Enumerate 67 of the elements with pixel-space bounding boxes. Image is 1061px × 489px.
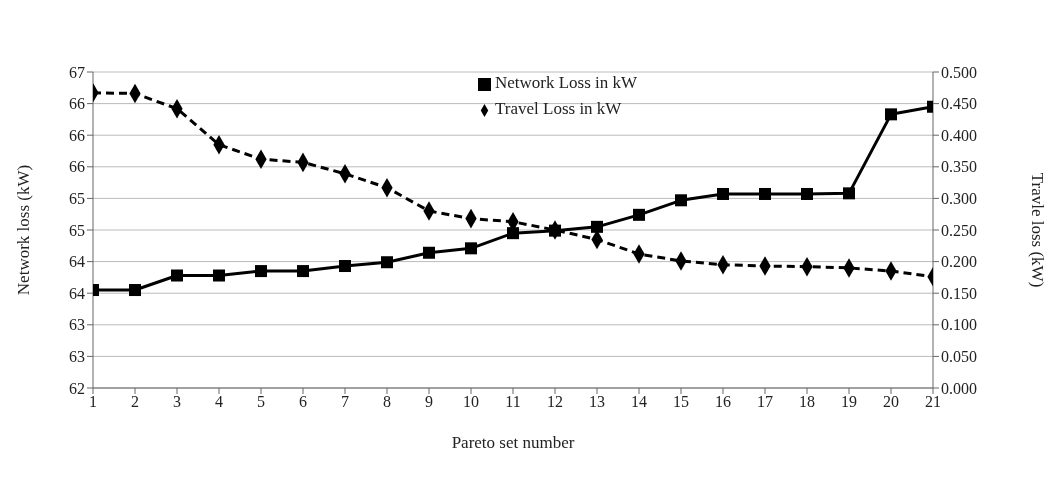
x-tick-label: 20 <box>883 393 899 411</box>
x-tick-label: 15 <box>673 393 689 411</box>
y-tick-label: 67 <box>69 63 85 81</box>
point <box>885 108 897 121</box>
x-tick-label: 9 <box>425 393 433 411</box>
point <box>171 269 183 282</box>
x-tick-label: 21 <box>925 393 941 411</box>
x-tick-label: 10 <box>463 393 479 411</box>
y2-tick-label: 0.300 <box>941 190 977 208</box>
legend-label: Network Loss in kW <box>495 73 638 92</box>
x-tick-label: 6 <box>299 393 307 411</box>
y-tick-label: 63 <box>69 316 85 334</box>
y2-tick-label: 0.050 <box>941 348 977 366</box>
y2-tick-label: 0.250 <box>941 221 977 239</box>
point <box>633 208 645 221</box>
y-tick-label: 66 <box>69 158 85 176</box>
x-tick-label: 11 <box>505 393 521 411</box>
point <box>381 256 393 269</box>
point <box>675 194 687 207</box>
point <box>717 187 729 200</box>
y-axis-title: Network loss (kW) <box>14 164 34 296</box>
point <box>549 224 561 237</box>
x-tick-label: 5 <box>257 393 265 411</box>
point <box>465 242 477 255</box>
x-tick-label: 2 <box>131 393 139 411</box>
x-tick-label: 4 <box>215 393 223 411</box>
x-tick-label: 7 <box>341 393 349 411</box>
y2-tick-label: 0.500 <box>941 63 977 81</box>
point <box>213 269 225 282</box>
point <box>297 265 309 278</box>
y-tick-label: 65 <box>69 221 85 239</box>
x-tick-label: 13 <box>589 393 605 411</box>
point <box>129 284 141 297</box>
legend-label: Travel Loss in kW <box>495 99 622 118</box>
x-tick-label: 19 <box>841 393 857 411</box>
y-tick-label: 66 <box>69 95 85 113</box>
x-tick-label: 12 <box>547 393 563 411</box>
y2-tick-label: 0.100 <box>941 316 977 334</box>
x-tick-label: 8 <box>383 393 391 411</box>
y2-tick-label: 0.200 <box>941 253 977 271</box>
point <box>591 220 603 233</box>
x-tick-label: 17 <box>757 393 773 411</box>
x-tick-label: 1 <box>89 393 97 411</box>
y-tick-label: 66 <box>69 126 85 144</box>
y-tick-label: 64 <box>69 284 85 302</box>
y-tick-label: 62 <box>69 379 85 397</box>
y-tick-label: 64 <box>69 253 85 271</box>
x-tick-label: 14 <box>631 393 647 411</box>
x-tick-label: 18 <box>799 393 815 411</box>
point <box>423 246 435 259</box>
point <box>759 187 771 200</box>
y-tick-label: 63 <box>69 348 85 366</box>
point <box>507 227 519 240</box>
point <box>339 260 351 273</box>
y2-tick-label: 0.450 <box>941 95 977 113</box>
point <box>801 187 813 200</box>
y2-tick-label: 0.000 <box>941 379 977 397</box>
x-axis-title: Pareto set number <box>451 433 575 452</box>
y2-tick-label: 0.150 <box>941 284 977 302</box>
x-tick-label: 3 <box>173 393 181 411</box>
y2-axis-title: Travle loss (kW) <box>1027 172 1047 288</box>
point <box>843 187 855 200</box>
y2-tick-label: 0.400 <box>941 126 977 144</box>
point <box>255 265 267 278</box>
x-tick-label: 16 <box>715 393 731 411</box>
y-tick-label: 65 <box>69 190 85 208</box>
y2-tick-label: 0.350 <box>941 158 977 176</box>
